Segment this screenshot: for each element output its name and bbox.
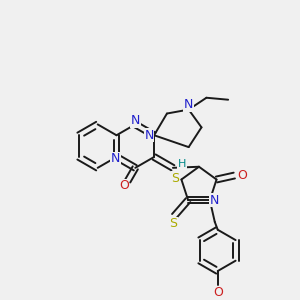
Text: H: H [178, 159, 186, 169]
Text: N: N [111, 152, 120, 165]
Text: S: S [172, 172, 179, 185]
Text: N: N [210, 194, 220, 207]
Text: N: N [184, 98, 193, 111]
Text: S: S [169, 217, 177, 230]
Text: N: N [130, 114, 140, 127]
Text: O: O [119, 179, 129, 192]
Text: N: N [145, 129, 154, 142]
Text: O: O [213, 286, 223, 299]
Text: O: O [237, 169, 247, 182]
